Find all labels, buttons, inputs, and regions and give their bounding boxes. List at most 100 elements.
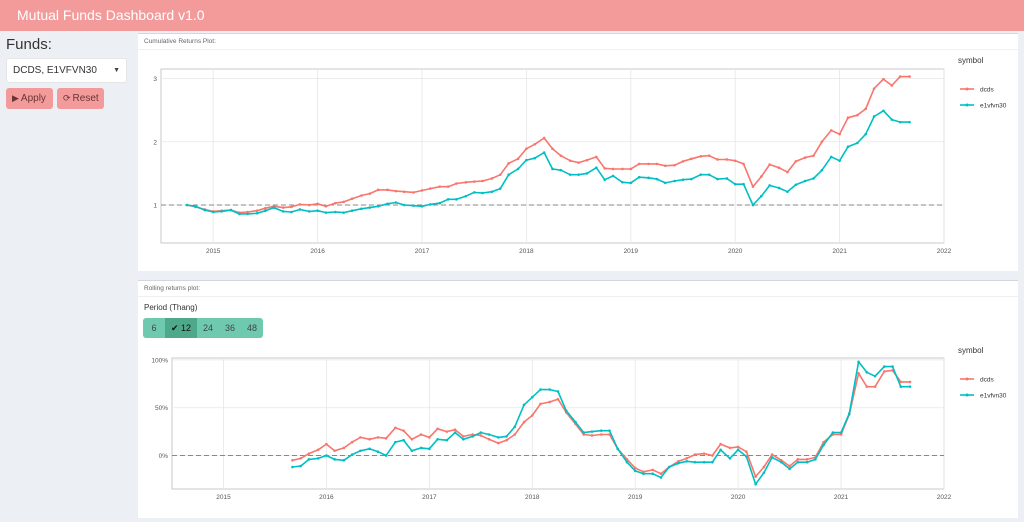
- plot-area: [160, 68, 945, 244]
- sidebar: Funds: DCDS, E1VFVN30 ▼ ▶ Apply ⟳ Reset: [0, 31, 133, 522]
- data-point-e1vfvn30: [716, 177, 719, 181]
- data-point-dcds: [777, 166, 781, 170]
- period-button-12[interactable]: ✔ 12: [165, 318, 197, 338]
- data-point-e1vfvn30: [542, 151, 546, 154]
- x-tick-label: 2020: [728, 248, 743, 255]
- data-point-dcds: [516, 157, 520, 161]
- legend-key-point-dcds: [965, 377, 969, 381]
- data-point-e1vfvn30: [436, 437, 439, 441]
- data-point-e1vfvn30: [342, 211, 345, 214]
- data-point-dcds: [629, 167, 633, 171]
- data-point-dcds: [882, 370, 886, 373]
- data-point-e1vfvn30: [499, 187, 502, 190]
- data-point-e1vfvn30: [822, 443, 825, 447]
- apply-button[interactable]: ▶ Apply: [6, 88, 53, 109]
- x-tick-label: 2018: [519, 248, 534, 255]
- rolling-returns-chart: 2015 2016 2017 2018 2019 2020 2021 2022 0% 50% 100…: [151, 346, 1006, 501]
- data-point-e1vfvn30: [751, 203, 755, 207]
- data-point-dcds: [585, 158, 589, 162]
- period-button-36[interactable]: 36: [219, 318, 241, 338]
- data-point-dcds: [685, 457, 688, 460]
- period-button-6[interactable]: 6: [143, 318, 165, 338]
- data-point-dcds: [603, 167, 606, 170]
- data-point-e1vfvn30: [890, 118, 894, 121]
- data-point-dcds: [745, 450, 748, 454]
- period-button-48[interactable]: 48: [241, 318, 263, 338]
- data-point-e1vfvn30: [325, 454, 328, 457]
- data-point-e1vfvn30: [768, 184, 771, 187]
- legend-title: symbol: [958, 56, 984, 65]
- data-point-e1vfvn30: [595, 166, 598, 170]
- data-point-dcds: [556, 397, 560, 401]
- data-point-dcds: [707, 154, 711, 157]
- rolling-returns-panel: Rolling returns plot: Period (Thang) 6 ✔…: [138, 280, 1018, 518]
- data-point-dcds: [490, 177, 494, 180]
- data-point-dcds: [325, 442, 328, 446]
- data-point-e1vfvn30: [625, 460, 629, 464]
- data-point-dcds: [487, 437, 491, 441]
- data-point-e1vfvn30: [487, 433, 491, 436]
- data-point-dcds: [611, 167, 615, 171]
- data-point-dcds: [429, 187, 432, 190]
- data-point-e1vfvn30: [290, 210, 293, 214]
- cumulative-returns-panel: Cumulative Returns Plot: 2015 2016 2017 201…: [138, 33, 1018, 271]
- data-point-e1vfvn30: [754, 482, 757, 486]
- data-point-e1vfvn30: [882, 109, 885, 113]
- funds-select[interactable]: DCDS, E1VFVN30 ▼: [6, 58, 127, 83]
- data-point-dcds: [754, 475, 757, 478]
- y-tick-label: 1: [153, 203, 157, 210]
- data-point-e1vfvn30: [702, 460, 706, 464]
- data-point-dcds: [402, 190, 406, 194]
- y-tick-label: 100%: [151, 357, 168, 364]
- data-point-e1vfvn30: [394, 440, 397, 444]
- data-point-dcds: [733, 159, 737, 163]
- data-point-dcds: [334, 201, 337, 205]
- x-tick-label: 2017: [415, 248, 430, 255]
- data-point-e1vfvn30: [324, 211, 328, 214]
- data-point-dcds: [507, 161, 510, 165]
- x-tick-label: 2022: [937, 248, 952, 255]
- data-point-e1vfvn30: [445, 438, 449, 442]
- data-point-e1vfvn30: [185, 203, 189, 207]
- data-point-dcds: [838, 132, 841, 136]
- data-point-dcds: [716, 158, 719, 161]
- data-point-e1vfvn30: [420, 205, 424, 208]
- panel-divider: [138, 296, 1018, 297]
- data-point-dcds: [438, 185, 442, 188]
- period-button-24[interactable]: 24: [197, 318, 219, 338]
- data-point-dcds: [376, 436, 380, 439]
- data-point-e1vfvn30: [490, 190, 494, 194]
- data-point-dcds: [513, 433, 517, 436]
- data-point-dcds: [788, 464, 791, 468]
- data-point-e1vfvn30: [419, 446, 423, 450]
- data-point-e1vfvn30: [788, 467, 791, 471]
- data-point-dcds: [873, 385, 877, 388]
- data-point-e1vfvn30: [429, 203, 432, 206]
- data-point-e1vfvn30: [690, 177, 693, 181]
- data-point-dcds: [559, 154, 563, 157]
- app-title: Mutual Funds Dashboard v1.0: [17, 7, 205, 23]
- data-point-dcds: [796, 458, 800, 461]
- data-point-dcds: [420, 189, 424, 192]
- data-point-e1vfvn30: [194, 205, 197, 208]
- data-point-dcds: [786, 170, 789, 174]
- data-point-e1vfvn30: [647, 176, 650, 180]
- data-point-dcds: [568, 159, 572, 163]
- data-point-dcds: [768, 163, 771, 166]
- data-point-dcds: [376, 188, 380, 192]
- data-point-e1vfvn30: [455, 198, 458, 201]
- data-point-dcds: [899, 380, 903, 384]
- data-point-e1vfvn30: [402, 438, 405, 442]
- data-point-e1vfvn30: [298, 208, 302, 211]
- reset-button[interactable]: ⟳ Reset: [57, 88, 104, 109]
- period-button-label: 12: [181, 323, 192, 333]
- data-point-e1vfvn30: [777, 186, 781, 190]
- data-point-dcds: [728, 446, 732, 450]
- data-point-e1vfvn30: [472, 191, 476, 194]
- data-point-dcds: [539, 402, 542, 406]
- data-point-dcds: [582, 433, 586, 436]
- x-tick-label: 2019: [624, 248, 639, 255]
- data-point-dcds: [590, 434, 594, 437]
- data-point-e1vfvn30: [334, 210, 337, 214]
- data-point-e1vfvn30: [663, 181, 667, 185]
